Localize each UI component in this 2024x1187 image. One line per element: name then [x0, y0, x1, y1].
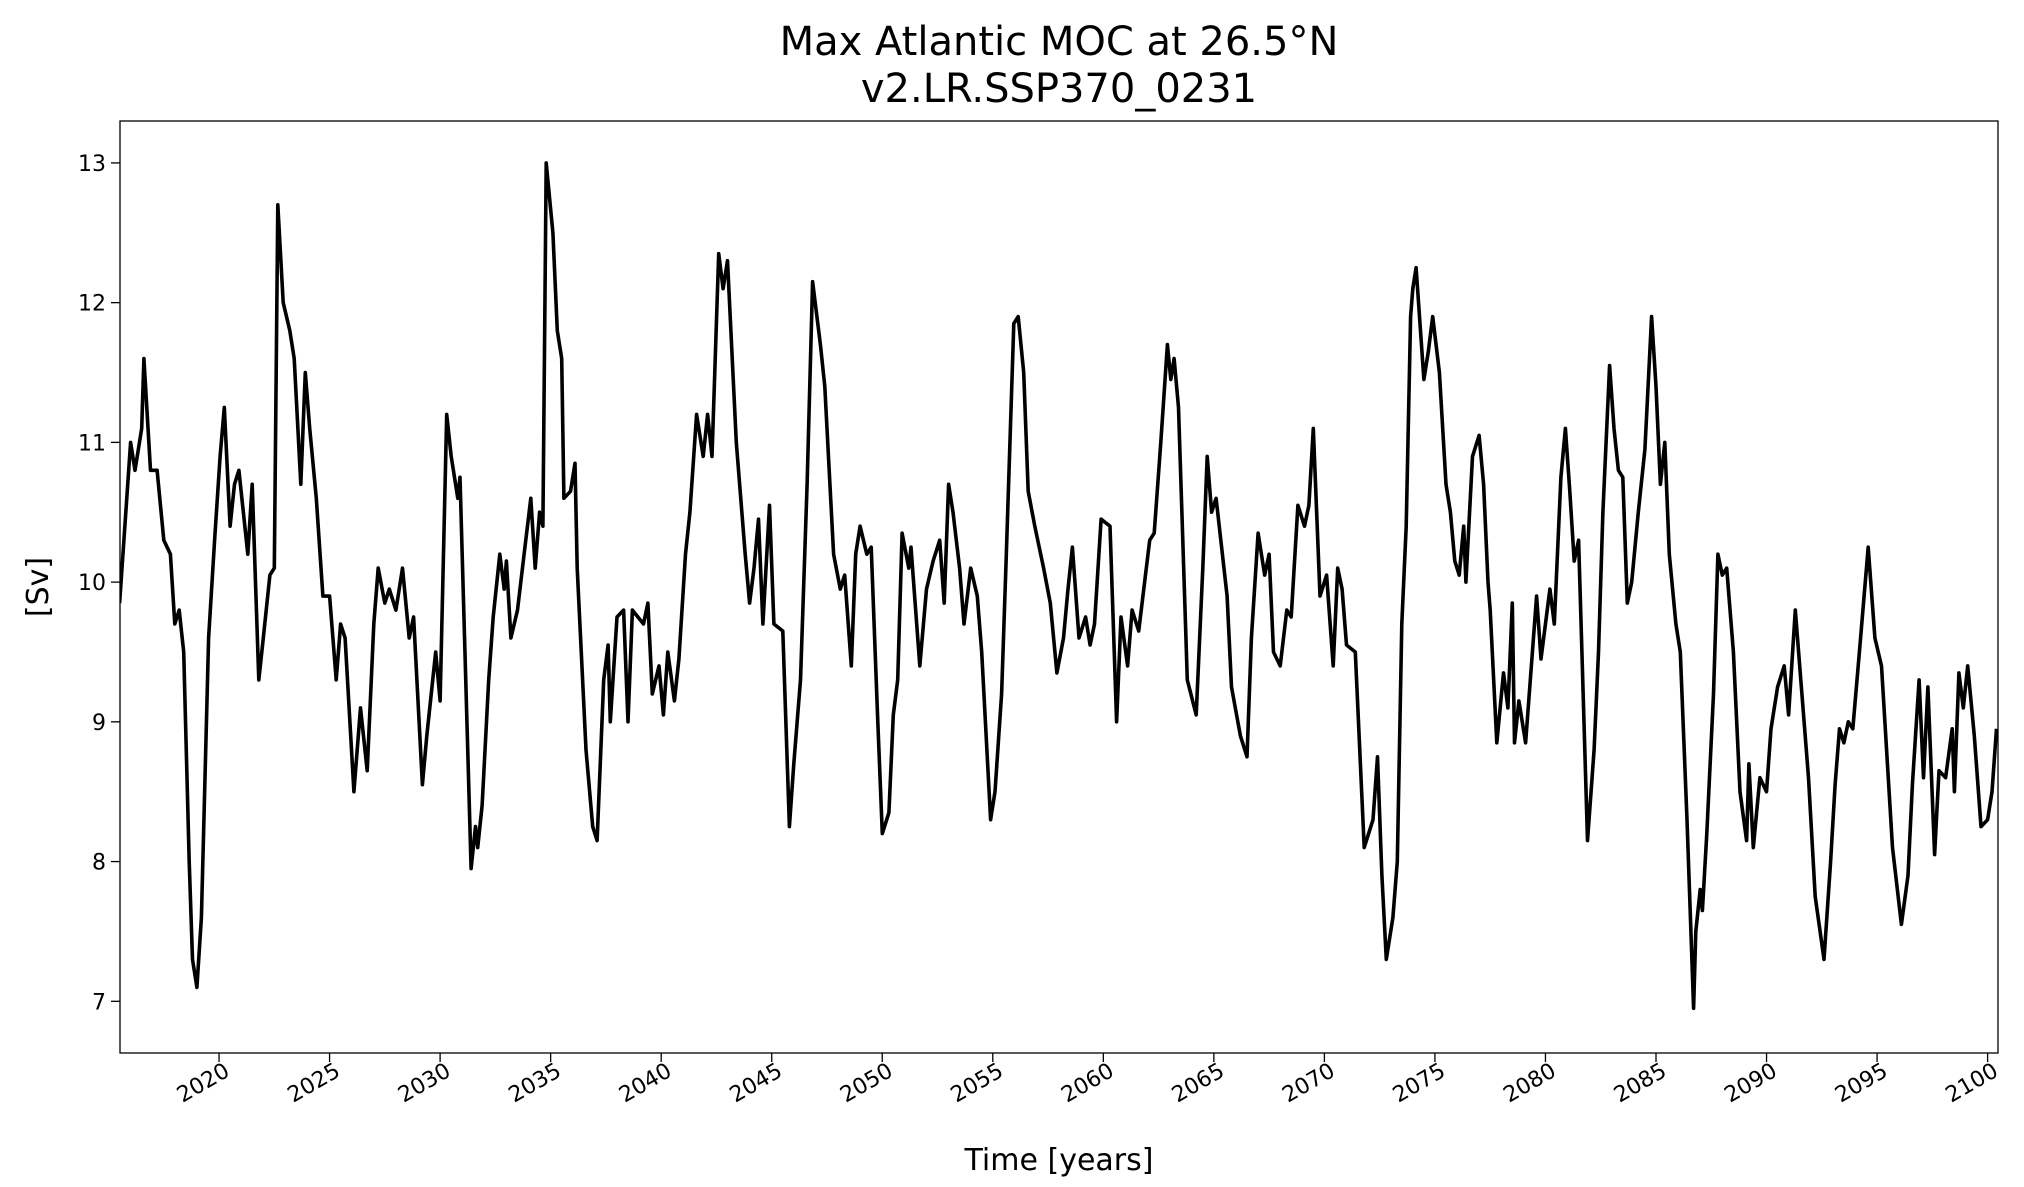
y-axis-label: [Sv] [21, 557, 56, 617]
x-tick-label: 2055 [947, 1059, 1008, 1109]
x-tick-label: 2065 [1168, 1059, 1229, 1109]
y-tick-label: 7 [92, 990, 106, 1015]
x-tick-label: 2100 [1942, 1059, 2003, 1109]
x-tick-label: 2090 [1721, 1059, 1782, 1109]
x-tick-label: 2070 [1278, 1059, 1339, 1109]
x-tick-label: 2045 [726, 1059, 787, 1109]
y-tick-label: 11 [78, 431, 106, 456]
x-tick-label: 2020 [173, 1059, 234, 1109]
data-line [120, 161, 1998, 1011]
x-tick-label: 2025 [284, 1059, 345, 1109]
x-axis-label: Time [years] [964, 1143, 1154, 1178]
y-tick-label: 13 [78, 152, 106, 177]
y-tick-label: 8 [92, 851, 106, 876]
y-tick-label: 12 [78, 292, 106, 317]
x-tick-label: 2050 [836, 1059, 897, 1109]
chart-subtitle: v2.LR.SSP370_0231 [861, 66, 1257, 112]
y-tick-label: 9 [92, 711, 106, 736]
y-tick-label: 10 [78, 571, 106, 596]
plot-frame [119, 120, 1999, 1054]
chart-title: Max Atlantic MOC at 26.5°N [780, 19, 1339, 65]
x-tick-label: 2035 [505, 1059, 566, 1109]
x-tick-label: 2040 [615, 1059, 676, 1109]
x-tick-label: 2075 [1389, 1059, 1450, 1109]
x-tick-label: 2080 [1499, 1059, 1560, 1109]
x-tick-label: 2085 [1610, 1059, 1671, 1109]
x-tick-label: 2030 [394, 1059, 455, 1109]
x-tick-label: 2095 [1831, 1059, 1892, 1109]
x-tick-label: 2060 [1057, 1059, 1118, 1109]
